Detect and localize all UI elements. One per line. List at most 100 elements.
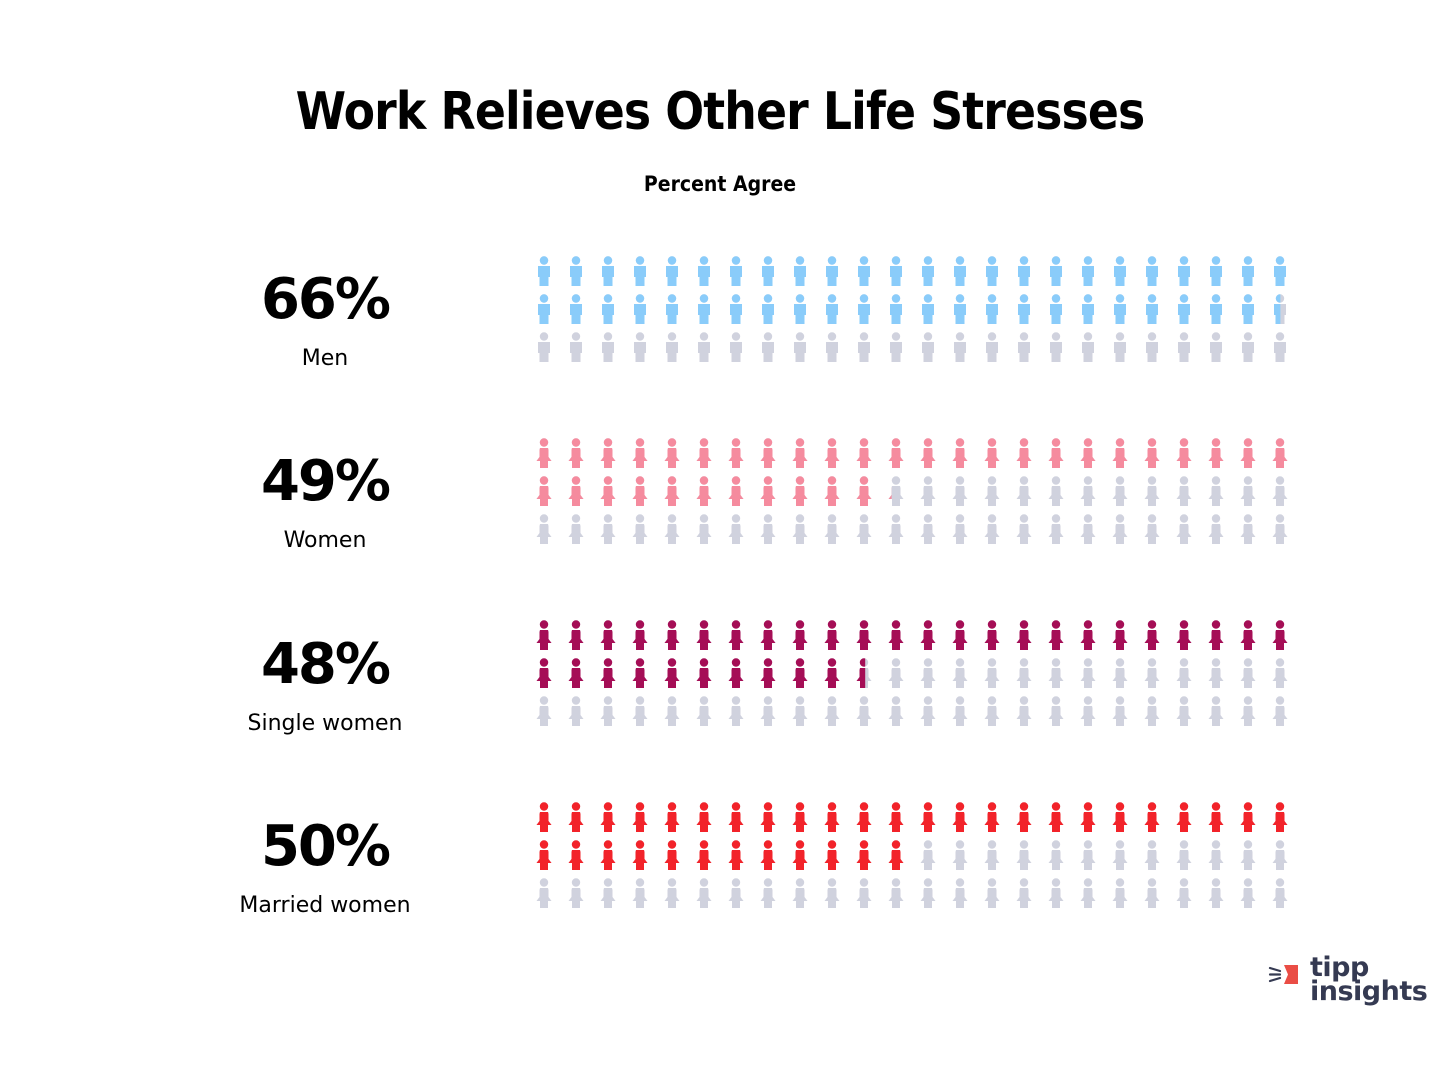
woman-icon	[760, 620, 776, 650]
woman-icon	[632, 840, 648, 870]
woman-icon	[1080, 840, 1096, 870]
woman-icon	[1240, 476, 1256, 506]
chart-subtitle: Percent Agree	[643, 172, 797, 196]
man-icon	[666, 294, 678, 324]
woman-icon	[952, 696, 968, 726]
man-icon	[1274, 256, 1286, 286]
woman-icon	[1112, 878, 1128, 908]
woman-icon	[1048, 476, 1064, 506]
woman-icon	[696, 840, 712, 870]
man-icon	[890, 256, 902, 286]
woman-icon	[888, 514, 904, 544]
woman-icon	[1048, 438, 1064, 468]
woman-icon	[536, 658, 552, 688]
woman-icon	[1144, 840, 1160, 870]
woman-icon	[1272, 840, 1288, 870]
woman-icon	[568, 514, 584, 544]
woman-icon	[536, 476, 552, 506]
woman-icon	[888, 658, 904, 688]
woman-icon	[632, 696, 648, 726]
woman-icon	[920, 620, 936, 650]
man-icon	[1018, 332, 1030, 362]
man-icon	[762, 332, 774, 362]
man-icon	[986, 256, 998, 286]
woman-icon	[856, 438, 872, 468]
woman-icon	[600, 840, 616, 870]
man-icon	[698, 294, 710, 324]
woman-icon	[1240, 514, 1256, 544]
woman-icon	[1144, 514, 1160, 544]
woman-icon	[1144, 620, 1160, 650]
woman-icon	[1016, 476, 1032, 506]
woman-icon	[984, 476, 1000, 506]
man-icon	[1210, 294, 1222, 324]
row-label-single-women: 48% Single women	[210, 633, 440, 737]
woman-icon	[888, 438, 904, 468]
woman-icon	[536, 514, 552, 544]
woman-icon	[760, 476, 776, 506]
woman-icon	[760, 802, 776, 832]
man-icon	[1242, 294, 1254, 324]
man-icon	[1050, 256, 1062, 286]
woman-icon	[696, 476, 712, 506]
category-label: Married women	[239, 893, 411, 918]
woman-icon	[1048, 802, 1064, 832]
man-icon	[762, 256, 774, 286]
woman-icon	[728, 878, 744, 908]
woman-icon	[536, 620, 552, 650]
woman-icon	[696, 802, 712, 832]
woman-icon	[888, 840, 904, 870]
percent-value: 66%	[260, 267, 391, 332]
woman-icon	[920, 696, 936, 726]
woman-icon	[824, 878, 840, 908]
woman-icon	[888, 878, 904, 908]
woman-icon	[824, 476, 840, 506]
woman-icon	[728, 514, 744, 544]
man-icon	[1178, 256, 1190, 286]
woman-icon	[728, 696, 744, 726]
woman-icon	[600, 476, 616, 506]
woman-icon	[856, 696, 872, 726]
woman-icon	[568, 802, 584, 832]
woman-icon	[856, 802, 872, 832]
woman-icon	[1208, 696, 1224, 726]
woman-icon	[1048, 514, 1064, 544]
woman-icon	[1080, 802, 1096, 832]
woman-icon	[1048, 658, 1064, 688]
woman-icon	[1048, 840, 1064, 870]
woman-icon	[1208, 438, 1224, 468]
woman-icon	[1144, 878, 1160, 908]
man-icon	[826, 332, 838, 362]
category-label: Women	[283, 528, 367, 553]
man-icon	[954, 294, 966, 324]
woman-icon	[1048, 620, 1064, 650]
man-icon	[602, 294, 614, 324]
woman-icon	[792, 658, 808, 688]
man-icon	[634, 294, 646, 324]
man-icon	[1018, 294, 1030, 324]
woman-icon	[568, 878, 584, 908]
woman-icon	[728, 438, 744, 468]
man-icon	[1146, 332, 1158, 362]
woman-icon	[760, 658, 776, 688]
man-icon	[794, 332, 806, 362]
woman-icon	[664, 514, 680, 544]
man-icon	[858, 332, 870, 362]
woman-icon	[696, 658, 712, 688]
woman-icon	[1208, 840, 1224, 870]
woman-icon	[920, 438, 936, 468]
woman-icon	[1016, 696, 1032, 726]
woman-icon	[600, 658, 616, 688]
woman-icon	[760, 514, 776, 544]
woman-icon	[792, 514, 808, 544]
woman-icon	[1240, 438, 1256, 468]
woman-icon	[1208, 620, 1224, 650]
percent-value: 50%	[260, 814, 391, 879]
woman-icon	[696, 514, 712, 544]
woman-icon	[728, 840, 744, 870]
woman-icon	[568, 476, 584, 506]
woman-icon	[632, 476, 648, 506]
woman-icon	[1176, 514, 1192, 544]
man-icon	[1082, 332, 1094, 362]
man-icon	[1242, 332, 1254, 362]
